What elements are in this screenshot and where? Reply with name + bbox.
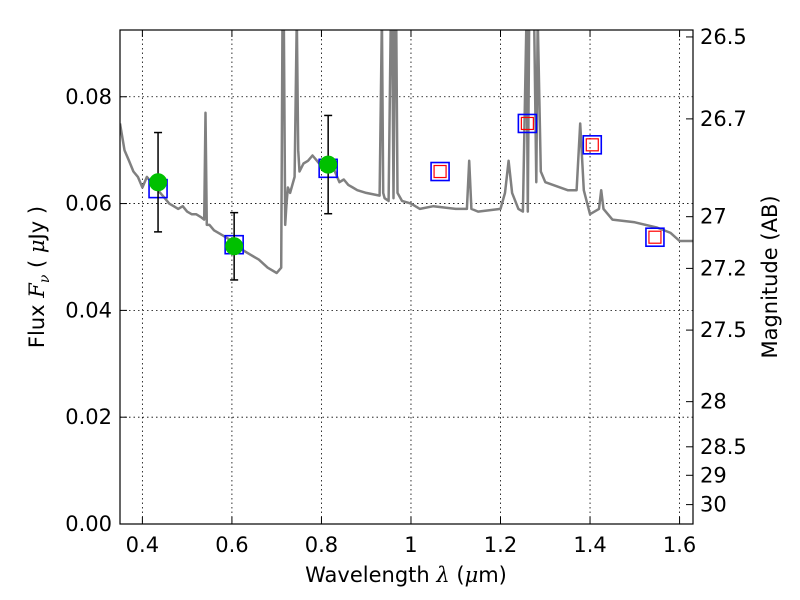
upper-limit-square [585, 138, 599, 152]
x-tick-label: 0.6 [215, 533, 248, 557]
y-axis-label: Flux Fν ( μJy ) [25, 206, 53, 348]
x-axis-ticks: 0.4 0.6 0.8 1 1.2 1.4 1.6 [126, 30, 696, 557]
y-tick-label: 0.00 [65, 512, 112, 536]
x-tick-label: 1.6 [663, 533, 696, 557]
observed-flux-point [149, 173, 168, 192]
y-tick-label: 0.04 [65, 298, 112, 322]
upper-limit-square [433, 164, 447, 179]
observed-flux-point [319, 155, 338, 174]
model-photometry-square [517, 113, 538, 134]
model-photometry-square [582, 135, 603, 155]
x-tick-label: 0.8 [305, 533, 338, 557]
mag-tick-label: 26.5 [700, 25, 747, 49]
upper-limit-square [648, 230, 662, 244]
markers [148, 113, 665, 281]
model-photometry-square [430, 161, 450, 182]
y-tick-label: 0.06 [65, 192, 112, 216]
x-tick-label: 1 [404, 533, 417, 557]
x-tick-label: 0.4 [126, 533, 159, 557]
model-photometry-square [645, 227, 665, 248]
mag-tick-label: 28.5 [700, 435, 747, 459]
mag-tick-label: 27 [700, 205, 727, 229]
x-tick-label: 1.2 [484, 533, 517, 557]
mag-tick-label: 29 [700, 463, 727, 487]
magnitude-axis-ticks: 26.5 26.7 27 27.2 27.5 28 28.5 29 30 [686, 25, 747, 517]
mag-tick-label: 27.5 [700, 318, 747, 342]
y-tick-label: 0.08 [65, 85, 112, 109]
model-spectrum-line [120, 30, 693, 275]
x-axis-label: Wavelength λ (μm) [305, 563, 507, 587]
y-tick-label: 0.02 [65, 405, 112, 429]
magnitude-axis-label: Magnitude (AB) [758, 195, 782, 358]
mag-tick-label: 28 [700, 390, 727, 414]
mag-tick-label: 27.2 [700, 256, 747, 280]
grid-lines [120, 30, 693, 525]
observed-flux-point [225, 237, 244, 256]
upper-limit-square [520, 116, 534, 131]
mag-tick-label: 26.7 [700, 107, 747, 131]
plot-frame [119, 29, 694, 525]
x-tick-label: 1.4 [573, 533, 606, 557]
mag-tick-label: 30 [700, 493, 727, 517]
y-axis-ticks: 0.00 0.02 0.04 0.06 0.08 [65, 85, 127, 536]
